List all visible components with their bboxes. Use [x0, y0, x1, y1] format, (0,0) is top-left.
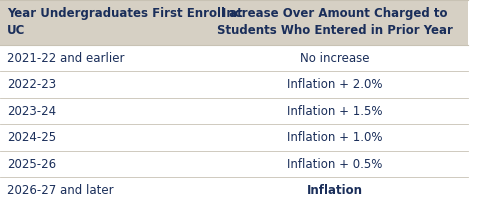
Bar: [0, 45, 468, 71]
Bar: [0, 151, 468, 177]
Text: Inflation + 0.5%: Inflation + 0.5%: [287, 158, 383, 171]
Text: Year Undergraduates First Enroll at
UC: Year Undergraduates First Enroll at UC: [7, 7, 243, 38]
Text: 2021-22 and earlier: 2021-22 and earlier: [7, 52, 124, 65]
Text: Inflation + 1.0%: Inflation + 1.0%: [287, 131, 383, 144]
Text: 2024-25: 2024-25: [7, 131, 56, 144]
Bar: [0, 124, 468, 151]
Text: Increase Over Amount Charged to
Students Who Entered in Prior Year: Increase Over Amount Charged to Students…: [217, 7, 453, 38]
Text: Inflation + 1.5%: Inflation + 1.5%: [287, 105, 383, 118]
Bar: [0, 0, 468, 45]
Text: 2026-27 and later: 2026-27 and later: [7, 184, 114, 197]
Text: 2023-24: 2023-24: [7, 105, 56, 118]
Text: 2022-23: 2022-23: [7, 78, 56, 91]
Text: Inflation + 2.0%: Inflation + 2.0%: [287, 78, 383, 91]
Bar: [0, 71, 468, 98]
Bar: [0, 98, 468, 124]
Text: Inflation: Inflation: [307, 184, 363, 197]
Text: 2025-26: 2025-26: [7, 158, 56, 171]
Text: No increase: No increase: [300, 52, 370, 65]
Bar: [0, 177, 468, 204]
